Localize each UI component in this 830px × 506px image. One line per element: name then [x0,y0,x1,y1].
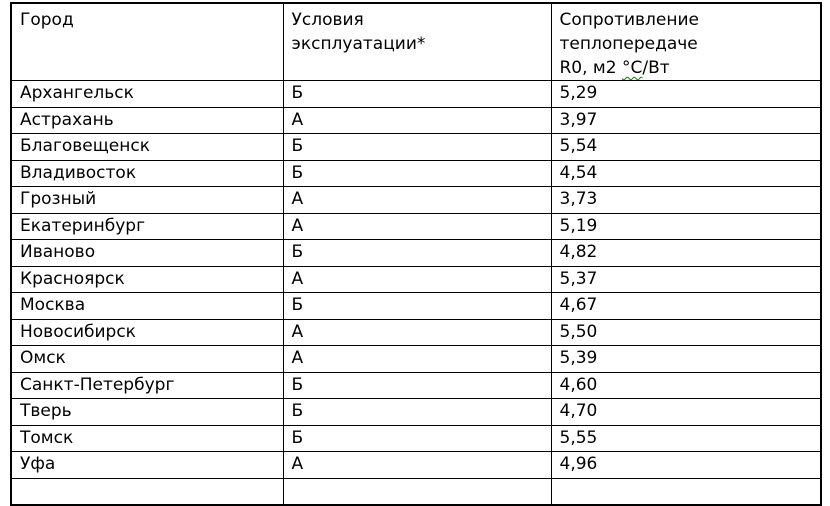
header-conditions-line2: эксплуатации* [291,34,426,54]
resistance-cell: 4,96 [550,451,822,479]
table-row: Уфа А 4,96 [10,451,822,479]
city-cell [10,477,284,506]
city-cell: Омск [10,345,284,373]
city-cell: Грозный [10,186,284,214]
resistance-cell: 3,73 [550,186,822,214]
header-row: Город Условия эксплуатации* Сопротивлени… [10,2,822,81]
table-row: Томск Б 5,55 [10,424,822,452]
table-row: Екатеринбург А 5,19 [10,212,822,240]
resistance-cell [550,477,822,506]
table-row: Омск А 5,39 [10,345,822,373]
table-row: Архангельск Б 5,29 [10,80,822,108]
header-resistance-line2: теплопередаче [559,34,698,54]
header-conditions-line1: Условия [291,10,364,30]
table-row: Тверь Б 4,70 [10,398,822,426]
column-header-resistance: Сопротивление теплопередаче R0, м2 °С/Вт [550,2,822,81]
city-cell: Благовещенск [10,133,284,161]
resistance-cell: 5,37 [550,265,822,293]
resistance-cell: 5,39 [550,345,822,373]
resistance-cell: 4,70 [550,398,822,426]
resistance-cell: 5,50 [550,318,822,346]
conditions-cell: Б [282,80,552,108]
resistance-units-suffix: /Вт [642,58,670,78]
resistance-cell: 4,54 [550,159,822,187]
city-cell: Астрахань [10,106,284,134]
conditions-cell: А [282,318,552,346]
thermal-resistance-table: Город Условия эксплуатации* Сопротивлени… [10,2,822,506]
city-cell: Санкт-Петербург [10,371,284,399]
conditions-cell: А [282,345,552,373]
resistance-cell: 5,55 [550,424,822,452]
resistance-units-prefix: R0, м2 [559,58,622,78]
spellcheck-flagged-text: °С [621,58,643,78]
table-row: Грозный А 3,73 [10,186,822,214]
city-cell: Екатеринбург [10,212,284,240]
conditions-cell: А [282,265,552,293]
conditions-cell: А [282,451,552,479]
city-cell: Томск [10,424,284,452]
table-row: Иваново Б 4,82 [10,239,822,267]
city-cell: Красноярск [10,265,284,293]
table-row: Благовещенск Б 5,54 [10,133,822,161]
column-header-city: Город [10,2,284,81]
table-row: Санкт-Петербург Б 4,60 [10,371,822,399]
city-cell: Новосибирск [10,318,284,346]
table-row: Новосибирск А 5,50 [10,318,822,346]
conditions-cell [282,477,552,506]
resistance-cell: 5,54 [550,133,822,161]
header-city-label: Город [20,10,74,30]
table-row: Астрахань А 3,97 [10,106,822,134]
conditions-cell: Б [282,398,552,426]
resistance-cell: 4,67 [550,292,822,320]
city-cell: Уфа [10,451,284,479]
resistance-cell: 5,29 [550,80,822,108]
conditions-cell: А [282,186,552,214]
conditions-cell: Б [282,424,552,452]
conditions-cell: Б [282,159,552,187]
city-cell: Иваново [10,239,284,267]
conditions-cell: Б [282,292,552,320]
header-resistance-line3: R0, м2 °С/Вт [560,56,813,80]
resistance-cell: 4,82 [550,239,822,267]
city-cell: Архангельск [10,80,284,108]
document-page: Город Условия эксплуатации* Сопротивлени… [10,2,822,506]
resistance-cell: 3,97 [550,106,822,134]
city-cell: Москва [10,292,284,320]
city-cell: Тверь [10,398,284,426]
resistance-cell: 5,19 [550,212,822,240]
conditions-cell: А [282,212,552,240]
conditions-cell: Б [282,133,552,161]
table-row-partial [10,477,822,506]
table-row: Москва Б 4,67 [10,292,822,320]
table-row: Владивосток Б 4,54 [10,159,822,187]
conditions-cell: Б [282,371,552,399]
resistance-cell: 4,60 [550,371,822,399]
column-header-conditions: Условия эксплуатации* [282,2,552,81]
conditions-cell: Б [282,239,552,267]
conditions-cell: А [282,106,552,134]
city-cell: Владивосток [10,159,284,187]
table-row: Красноярск А 5,37 [10,265,822,293]
header-resistance-line1: Сопротивление [559,10,700,30]
